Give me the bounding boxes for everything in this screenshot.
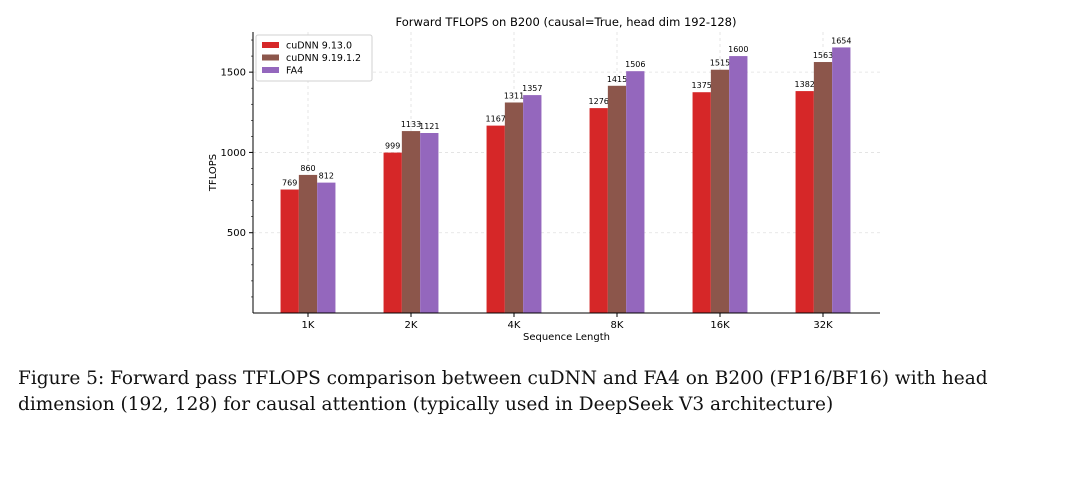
bar-2-2 — [523, 95, 542, 313]
data-label-0-1: 999 — [385, 142, 400, 151]
y-tick-label-1: 1000 — [221, 148, 246, 159]
legend-box — [255, 34, 373, 82]
data-label-2-1: 1121 — [419, 122, 439, 131]
x-axis-label: Sequence Length — [523, 332, 610, 343]
x-tick-label-2: 4K — [508, 320, 521, 331]
data-label-2-4: 1600 — [728, 45, 748, 54]
x-tick-label-0: 1K — [302, 320, 315, 331]
bar-0-1 — [383, 152, 402, 313]
data-label-2-3: 1506 — [625, 60, 645, 69]
bar-2-0 — [317, 182, 336, 313]
legend-label-0: cuDNN 9.13.0 — [286, 41, 352, 52]
figure-caption: Figure 5: Forward pass TFLOPS comparison… — [18, 366, 1073, 418]
data-label-0-5: 1382 — [795, 80, 815, 89]
bar-1-3 — [607, 85, 627, 313]
bar-2-1 — [420, 132, 439, 313]
x-tick-label-5: 32K — [813, 320, 833, 331]
legend-swatch-2 — [262, 67, 279, 73]
bar-2-4 — [729, 56, 748, 313]
data-label-0-4: 1375 — [692, 81, 712, 90]
chart-title: Forward TFLOPS on B200 (causal=True, hea… — [396, 15, 737, 29]
x-tick-label-3: 8K — [611, 320, 624, 331]
legend-swatch-0 — [262, 42, 279, 48]
chart-container: 769 999 1167 1276 1375 1382 860 1133 1311 1415 151… — [208, 15, 880, 343]
data-label-1-5: 1563 — [813, 51, 833, 60]
data-label-1-1: 1133 — [401, 120, 421, 129]
data-label-2-2: 1357 — [522, 84, 542, 93]
data-label-2-0: 812 — [319, 172, 334, 181]
bar-0-0 — [280, 189, 299, 313]
data-label-1-4: 1515 — [710, 59, 730, 68]
data-label-0-3: 1276 — [589, 97, 609, 106]
bar-1-1 — [401, 131, 421, 313]
data-label-1-2: 1311 — [504, 91, 524, 100]
data-label-0-2: 1167 — [486, 115, 506, 124]
data-label-0-0: 769 — [282, 179, 297, 188]
bar-1-5 — [813, 62, 833, 313]
legend-swatch-1 — [262, 54, 279, 61]
bar-2-3 — [626, 71, 645, 313]
bar-0-5 — [795, 91, 814, 313]
bar-1-0 — [298, 174, 318, 313]
data-label-2-5: 1654 — [831, 36, 851, 45]
bar-0-3 — [589, 108, 608, 313]
bar-2-5 — [832, 47, 851, 313]
bar-1-4 — [710, 69, 730, 313]
data-label-1-0: 860 — [300, 164, 315, 173]
y-axis-label: TFLOPS — [208, 154, 219, 192]
y-tick-label-2: 1500 — [221, 68, 246, 79]
bar-0-4 — [692, 92, 711, 313]
legend-label-1: cuDNN 9.19.1.2 — [286, 53, 361, 64]
y-tick-label-0: 500 — [227, 228, 246, 239]
bar-0-2 — [486, 125, 505, 313]
caption-line-1: Figure 5: Forward pass TFLOPS comparison… — [18, 368, 988, 389]
tflops-bar-chart: 769 999 1167 1276 1375 1382 860 1133 1311 1415 151… — [208, 15, 880, 343]
caption-line-2: dimension (192, 128) for causal attentio… — [18, 394, 834, 415]
bar-1-2 — [504, 102, 524, 313]
data-label-1-3: 1415 — [607, 75, 627, 84]
legend-label-2: FA4 — [286, 66, 303, 77]
x-tick-label-4: 16K — [710, 320, 730, 331]
x-tick-label-1: 2K — [405, 320, 418, 331]
